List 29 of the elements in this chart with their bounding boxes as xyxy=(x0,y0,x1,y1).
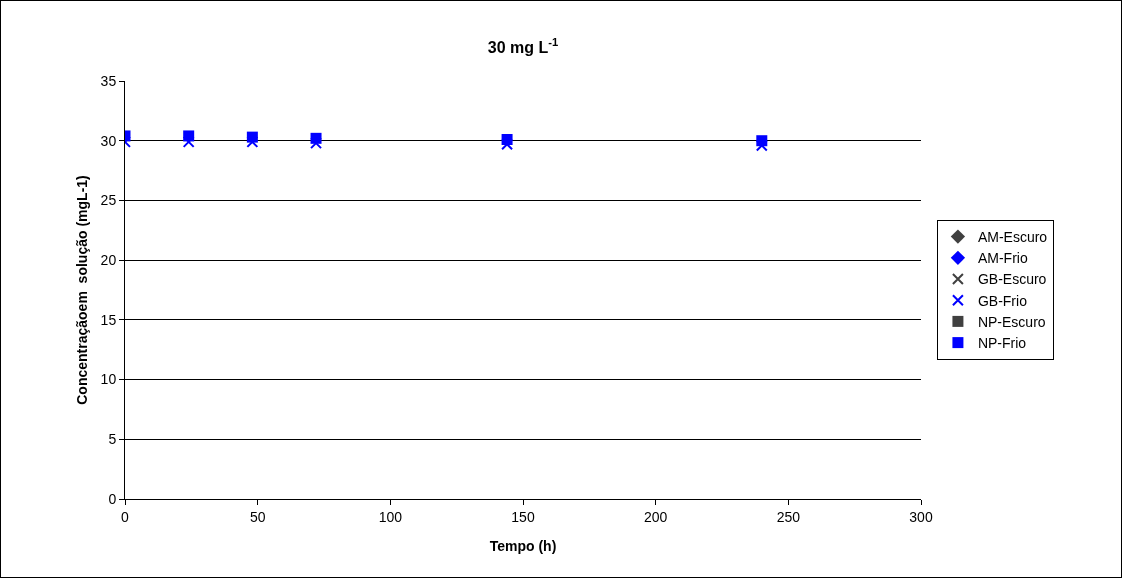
x-tick-label: 50 xyxy=(249,508,266,525)
point xyxy=(183,130,195,142)
y-axis-title: Concentraçãoem solução (mgL-1) xyxy=(74,175,90,405)
y-tick-label: 5 xyxy=(108,431,117,448)
point xyxy=(756,135,768,147)
chart-title: 30 mg L$^{-1}$ xyxy=(487,35,559,56)
point xyxy=(246,131,258,143)
legend-label: GB-Escuro xyxy=(977,271,1047,288)
x-tick-label: 0 xyxy=(121,508,130,525)
x-tick-label: 100 xyxy=(378,508,403,525)
x-axis-title: Tempo (h) xyxy=(489,538,557,554)
legend-label: NP-Escuro xyxy=(977,313,1046,330)
legend-label: GB-Frio xyxy=(977,292,1028,309)
x-tick-label: 200 xyxy=(643,508,668,525)
legend-label: AM-Frio xyxy=(977,250,1028,267)
y-tick-label: 35 xyxy=(100,72,117,89)
y-tick-label: 30 xyxy=(100,132,117,149)
y-tick-label: 0 xyxy=(108,490,117,507)
legend-label: AM-Escuro xyxy=(977,229,1048,246)
legend-label: NP-Frio xyxy=(977,335,1027,352)
y-tick-label: 25 xyxy=(100,192,117,209)
x-tick-label: 150 xyxy=(511,508,535,525)
x-tick-label: 250 xyxy=(776,508,801,525)
x-tick-label: 300 xyxy=(909,508,933,525)
y-tick-label: 15 xyxy=(100,311,117,328)
y-tick-label: 10 xyxy=(100,371,117,388)
point xyxy=(310,132,322,144)
point xyxy=(501,134,513,146)
y-tick-label: 20 xyxy=(100,252,117,269)
